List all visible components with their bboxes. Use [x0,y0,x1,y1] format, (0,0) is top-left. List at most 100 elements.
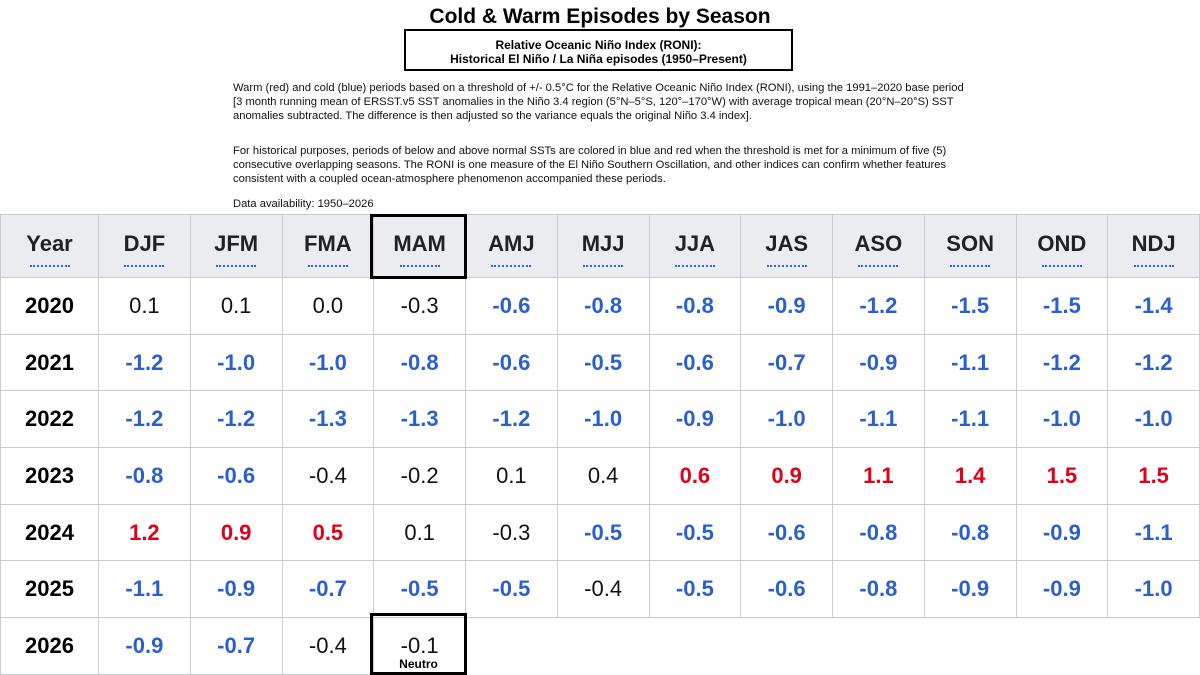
empty-cell [1016,618,1109,675]
value-cell: -0.4 [282,448,375,505]
empty-cell [1108,618,1200,675]
header-ndj[interactable]: NDJ [1108,214,1200,278]
empty-cell [649,618,742,675]
value-cell: -0.5 [557,334,650,392]
value-cell: -1.0 [1108,561,1200,619]
value-cell: -0.2 [374,448,466,505]
page-title: Cold & Warm Episodes by Season [429,5,771,28]
header-label: AMJ [488,231,535,256]
value-cell: -1.2 [466,391,558,449]
tooltip-underline [1041,265,1082,267]
value-cell: -1.1 [99,561,191,619]
empty-cell [741,618,833,675]
header-label: JFM [214,231,259,256]
empty-cell [833,618,925,675]
header-label: SON [946,231,994,256]
header-label: DJF [123,231,166,256]
value-cell: 0.1 [374,504,466,562]
tooltip-underline [491,265,532,267]
value-cell: -1.5 [1016,278,1109,335]
value-cell: 1.4 [924,448,1017,505]
value-cell: -0.5 [374,561,466,619]
header-djf[interactable]: DJF [99,214,191,278]
value-cell: -0.9 [1016,504,1109,562]
value-cell: -1.3 [374,391,466,449]
value-cell: 0.1 [99,278,191,335]
value-cell: -0.9 [833,334,925,392]
header-year: Year [0,214,99,278]
value-cell: -0.6 [466,334,558,392]
value-cell: 0.6 [649,448,742,505]
description-paragraph-2: For historical purposes, periods of belo… [233,145,947,185]
year-cell: 2020 [0,278,99,335]
value-cell: -0.8 [833,561,925,619]
tooltip-underline [858,265,899,267]
value-cell: -0.8 [99,448,191,505]
value-cell: 0.9 [190,504,283,562]
header-label: JAS [765,231,809,256]
value-cell: -1.4 [1108,278,1200,335]
header-jas[interactable]: JAS [741,214,833,278]
tooltip-underline [216,265,257,267]
value-cell: -0.3 [466,504,558,562]
value-cell: -1.0 [741,391,833,449]
year-cell: 2025 [0,561,99,619]
header-ond[interactable]: OND [1016,214,1109,278]
tooltip-underline [124,265,165,267]
header-amj[interactable]: AMJ [466,214,558,278]
value-cell: -0.8 [924,504,1017,562]
value-cell: -0.7 [190,618,283,675]
value-cell: -0.5 [557,504,650,562]
header-label: NDJ [1131,231,1176,256]
value-cell: -1.1 [924,391,1017,449]
value-cell: -1.2 [99,334,191,392]
year-cell: 2024 [0,504,99,562]
value-cell: -0.6 [649,334,742,392]
value-cell: 0.1 [466,448,558,505]
header-jfm[interactable]: JFM [190,214,283,278]
subtitle-line-2: Historical El Niño / La Niña episodes (1… [450,52,747,66]
year-cell: 2026 [0,618,99,675]
value-cell: -0.6 [466,278,558,335]
header-label: FMA [304,231,352,256]
tooltip-underline [307,265,348,267]
value-cell: -0.9 [190,561,283,619]
header-label: MJJ [581,231,625,256]
tooltip-underline [1133,265,1174,267]
value-cell: -0.7 [282,561,375,619]
year-cell: 2022 [0,391,99,449]
value-cell: 0.5 [282,504,375,562]
value-cell: -1.2 [833,278,925,335]
header-mam[interactable]: MAM [374,214,466,278]
year-cell: 2021 [0,334,99,392]
value-cell: -1.0 [190,334,283,392]
header-aso[interactable]: ASO [833,214,925,278]
tooltip-underline [950,265,991,267]
value-cell: -0.9 [741,278,833,335]
header-son[interactable]: SON [924,214,1017,278]
value-cell: -0.8 [833,504,925,562]
empty-cell [924,618,1017,675]
value-cell: 1.1 [833,448,925,505]
subtitle-box: Relative Oceanic Niño Index (RONI): Hist… [404,29,793,71]
value-cell: 1.5 [1108,448,1200,505]
value-cell: -1.2 [99,391,191,449]
tooltip-underline [766,265,807,267]
value-cell: -1.0 [282,334,375,392]
header-mjj[interactable]: MJJ [557,214,650,278]
value-cell: 0.1 [190,278,283,335]
value-cell: -0.5 [649,504,742,562]
year-cell: 2023 [0,448,99,505]
value-cell: -0.9 [1016,561,1109,619]
value-cell: -1.0 [557,391,650,449]
subtitle-line-1: Relative Oceanic Niño Index (RONI): [495,38,702,52]
value-cell: -0.6 [190,448,283,505]
value-cell: -0.5 [466,561,558,619]
value-cell: -1.2 [1108,334,1200,392]
header-fma[interactable]: FMA [282,214,375,278]
value-cell: -1.1 [924,334,1017,392]
header-jja[interactable]: JJA [649,214,742,278]
header-label: ASO [854,231,903,256]
header-label: MAM [393,231,446,256]
description-paragraph-1: Warm (red) and cold (blue) periods based… [233,82,964,122]
